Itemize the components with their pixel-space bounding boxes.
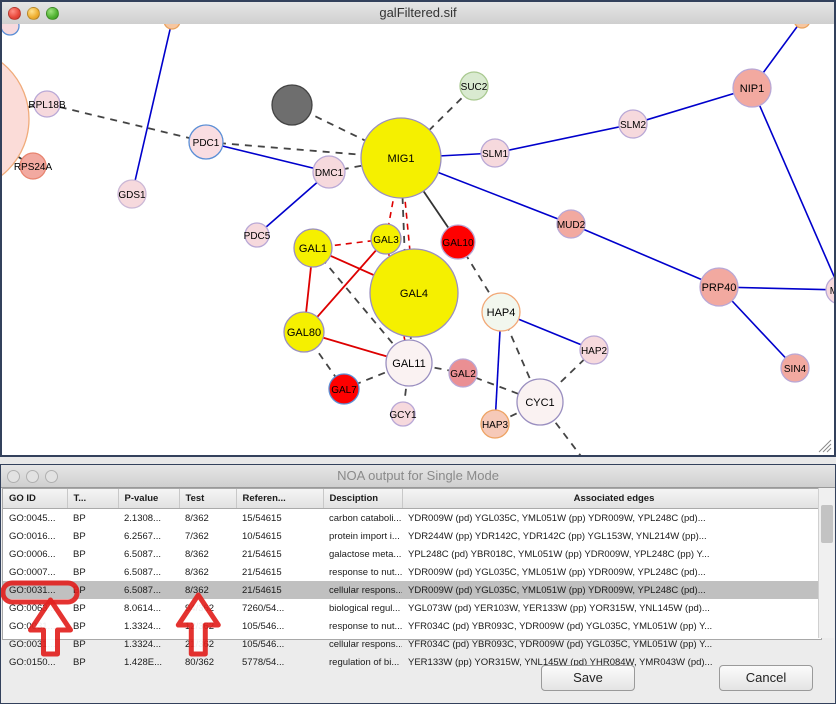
svg-text:RPL18B: RPL18B [28,100,66,111]
svg-text:HAP3: HAP3 [482,420,509,431]
svg-text:PDC1: PDC1 [193,138,220,149]
svg-text:MSL: MSL [830,286,836,297]
svg-text:GAL10: GAL10 [442,238,474,249]
svg-text:SIN4: SIN4 [784,364,807,375]
svg-text:RPS24A: RPS24A [14,162,53,173]
svg-text:GCY1: GCY1 [389,410,417,421]
svg-text:SUC2: SUC2 [461,82,488,93]
svg-text:HAP2: HAP2 [581,346,608,357]
svg-text:MIG1: MIG1 [388,153,415,165]
svg-text:NIP1: NIP1 [740,83,764,95]
svg-text:HAP4: HAP4 [487,307,516,319]
svg-text:CYC1: CYC1 [525,397,554,409]
svg-text:GAL2: GAL2 [450,369,476,380]
svg-text:PDC5: PDC5 [244,231,271,242]
svg-text:GAL4: GAL4 [400,288,428,300]
svg-text:DMC1: DMC1 [315,168,344,179]
svg-text:SLM2: SLM2 [620,120,647,131]
svg-text:PRP40: PRP40 [702,282,737,294]
svg-text:GAL7: GAL7 [331,385,357,396]
svg-text:GAL3: GAL3 [373,235,399,246]
svg-text:SLM1: SLM1 [482,149,509,160]
svg-text:GAL80: GAL80 [287,327,321,339]
svg-text:GAL11: GAL11 [392,358,425,370]
svg-text:MUD2: MUD2 [557,220,586,231]
svg-text:GDS1: GDS1 [118,190,146,201]
svg-text:GAL1: GAL1 [299,243,327,255]
